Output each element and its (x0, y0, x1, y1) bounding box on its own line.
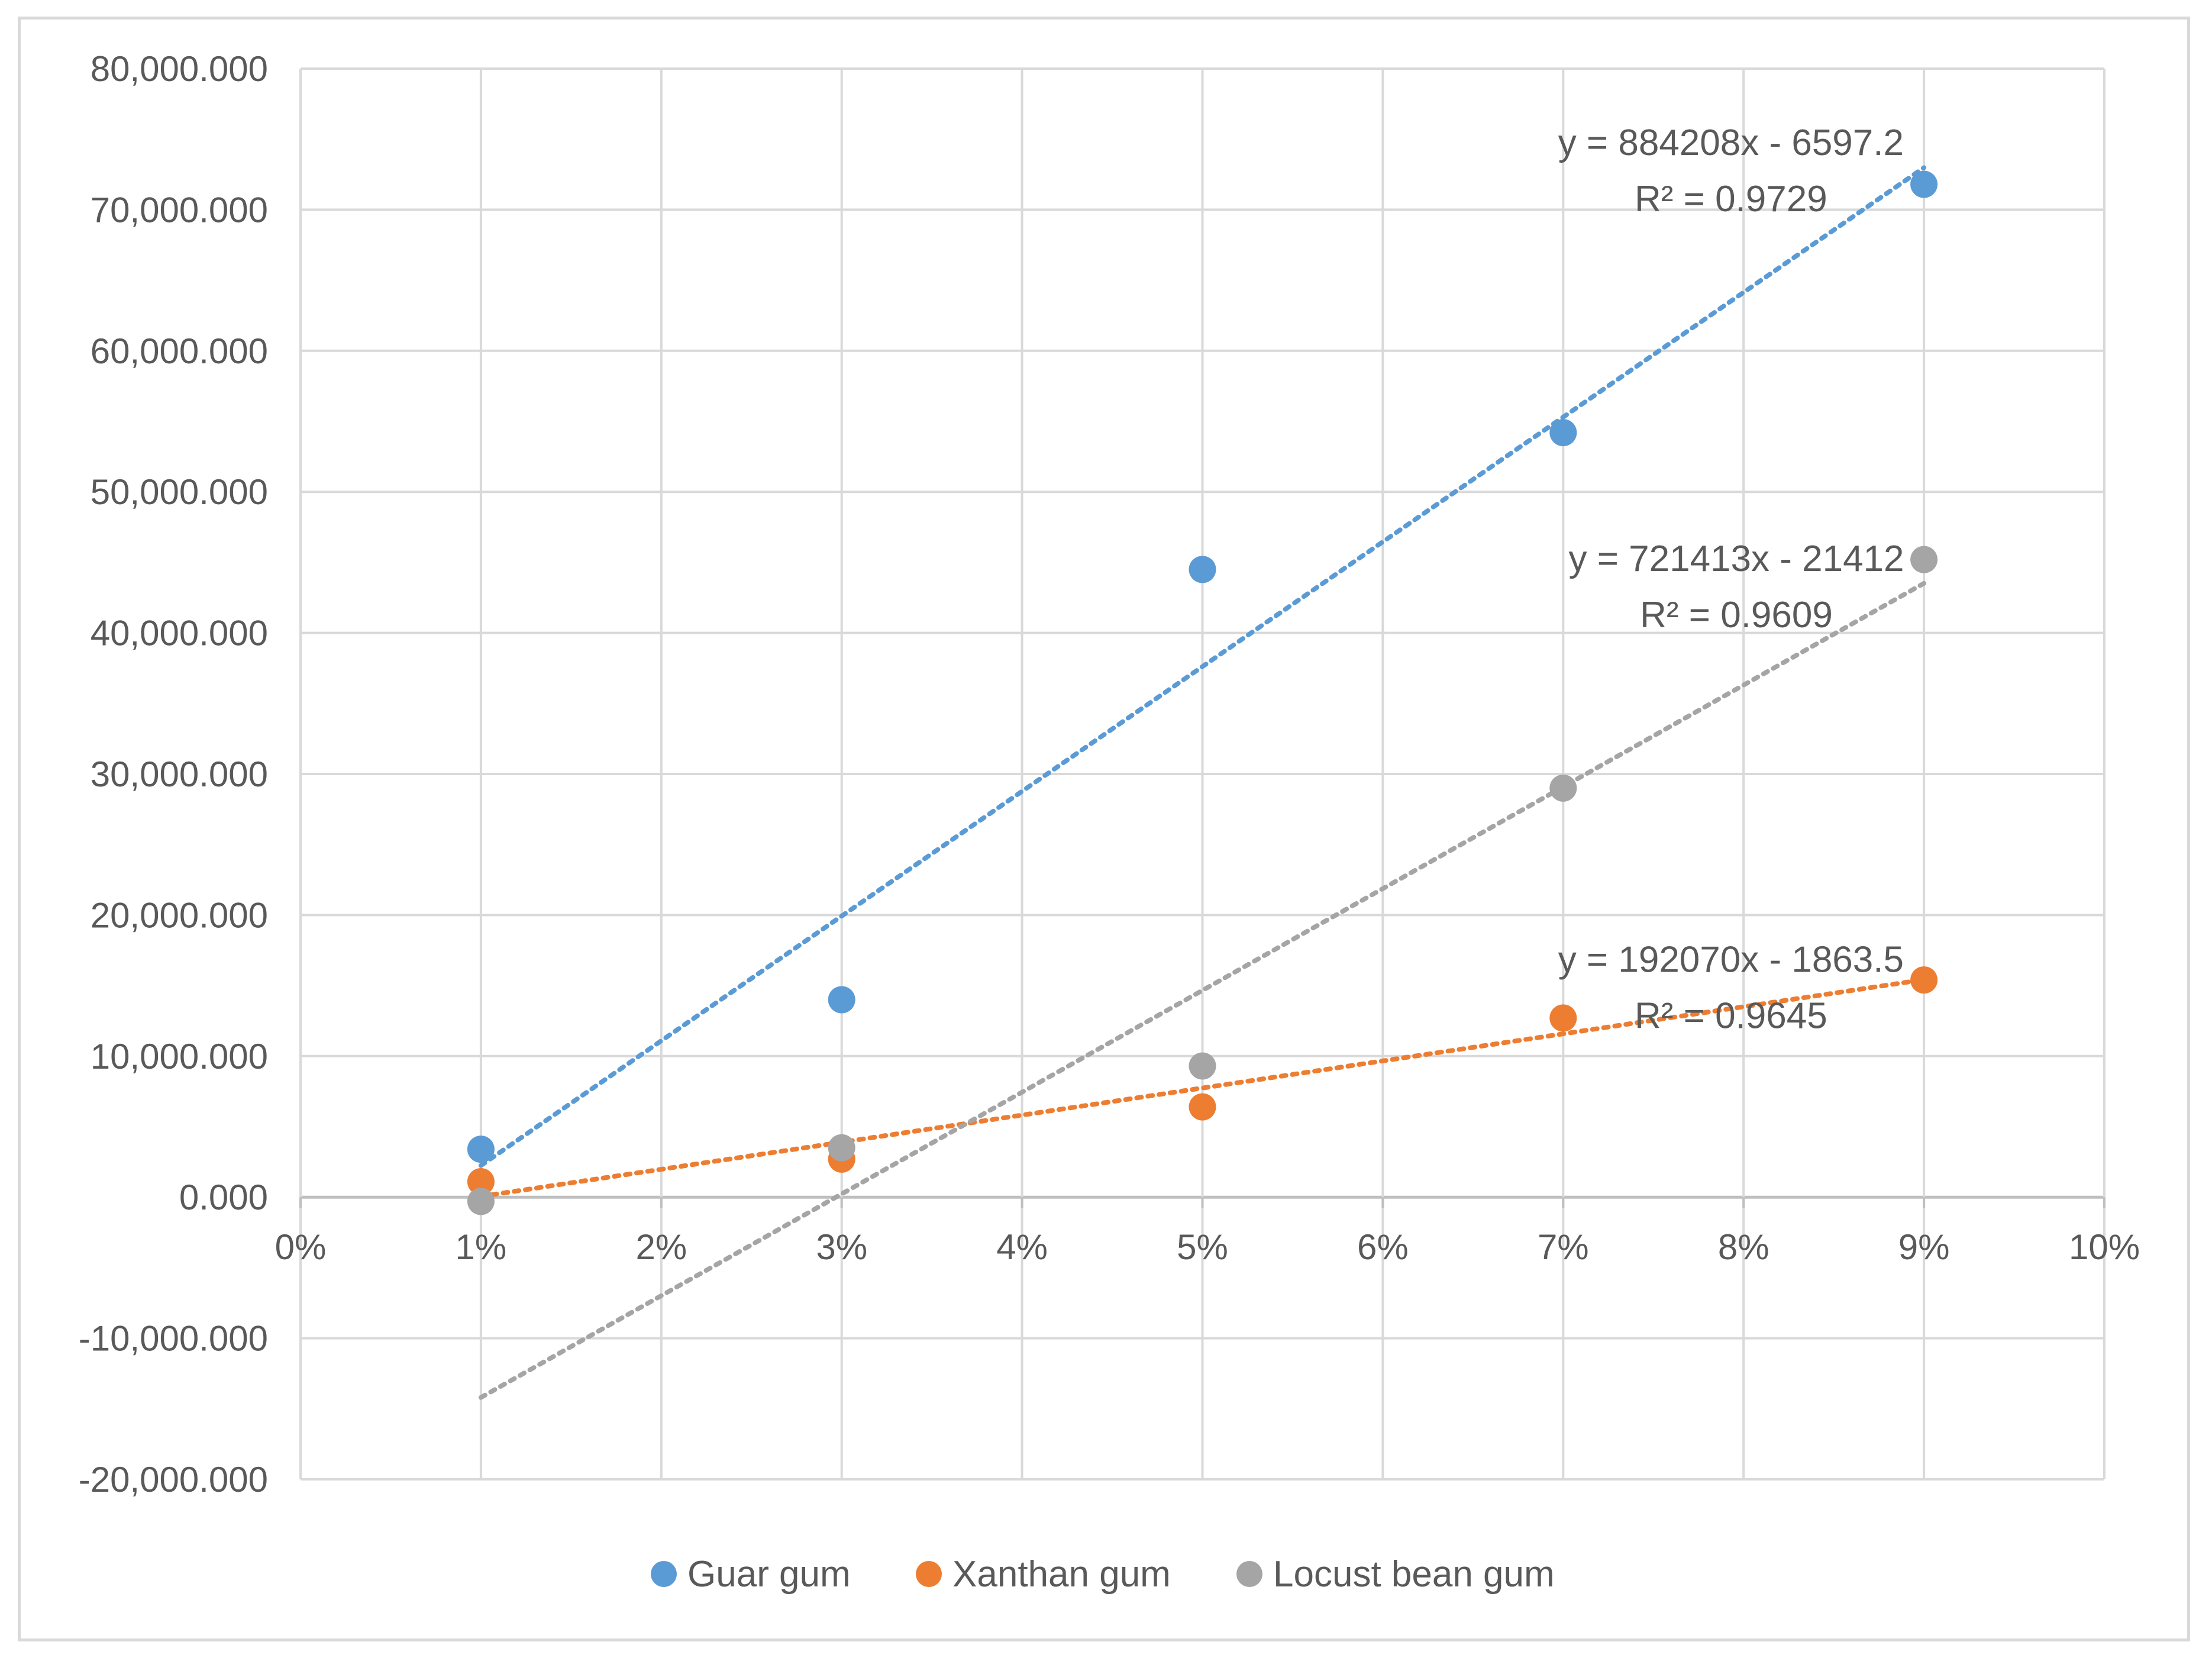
legend-label: Locust bean gum (1273, 1554, 1555, 1595)
x-tick-label: 8% (1718, 1227, 1769, 1267)
y-tick-label: 30,000.000 (91, 754, 268, 794)
x-tick-label: 1% (456, 1227, 507, 1267)
data-point-guar-gum (467, 1136, 495, 1163)
trendline-equation: y = 192070x - 1863.5 (1558, 939, 1904, 980)
y-tick-label: 80,000.000 (91, 49, 268, 89)
y-tick-label: 0.000 (179, 1178, 268, 1217)
legend-marker (651, 1561, 677, 1587)
data-point-locust-bean-gum (467, 1188, 495, 1215)
x-tick-label: 2% (635, 1227, 687, 1267)
x-tick-label: 5% (1177, 1227, 1228, 1267)
data-point-xanthan-gum (1549, 1004, 1577, 1032)
x-tick-label: 7% (1538, 1227, 1589, 1267)
data-point-guar-gum (828, 986, 855, 1014)
legend-marker (916, 1561, 942, 1587)
y-tick-label: 60,000.000 (91, 331, 268, 371)
data-point-guar-gum (1910, 170, 1938, 198)
data-point-guar-gum (1189, 556, 1216, 583)
trendline-xanthan-gum (478, 977, 1927, 1199)
data-point-locust-bean-gum (828, 1134, 855, 1162)
data-point-xanthan-gum (1189, 1093, 1216, 1121)
y-tick-label: 40,000.000 (91, 614, 268, 653)
x-tick-label: 9% (1898, 1227, 1950, 1267)
trendline-r2: R² = 0.9645 (1635, 995, 1827, 1036)
grid-layer: 80,000.000 70,000.000 60,000.000 50,000.000… (79, 49, 2140, 1499)
data-point-locust-bean-gum (1910, 546, 1938, 573)
legend-marker (1236, 1561, 1262, 1587)
point-layer (467, 170, 1938, 1215)
x-tick-label: 0% (275, 1227, 327, 1267)
legend-label: Xanthan gum (952, 1554, 1171, 1595)
x-tick-label: 6% (1357, 1227, 1409, 1267)
label-layer: y = 884208x - 6597.2 R² = 0.9729 y = 19207… (1558, 122, 1904, 1036)
x-tick-label: 3% (816, 1227, 867, 1267)
y-tick-label: 50,000.000 (91, 472, 268, 512)
data-point-xanthan-gum (467, 1167, 495, 1195)
data-point-locust-bean-gum (1189, 1052, 1216, 1080)
data-point-guar-gum (1549, 419, 1577, 447)
y-tick-label: -10,000.000 (79, 1319, 268, 1359)
legend-label: Guar gum (687, 1554, 851, 1595)
x-tick-label: 10% (2069, 1227, 2140, 1267)
trendline-equation: y = 884208x - 6597.2 (1558, 122, 1904, 163)
trendline-guar-gum (478, 165, 1927, 1168)
chart-frame (18, 17, 2190, 1641)
y-tick-label: 20,000.000 (91, 895, 268, 935)
legend: Guar gum Xanthan gum Locust bean gum (651, 1554, 1555, 1595)
x-tick-label: 4% (996, 1227, 1048, 1267)
data-point-locust-bean-gum (1549, 774, 1577, 802)
trendline-r2: R² = 0.9729 (1635, 179, 1827, 220)
trendline-layer (478, 165, 1927, 1400)
trendline-locust-bean-gum (478, 580, 1927, 1400)
y-tick-label: 10,000.000 (91, 1037, 268, 1076)
y-tick-label: 70,000.000 (91, 190, 268, 230)
y-tick-label: -20,000.000 (79, 1460, 268, 1499)
trendline-r2: R² = 0.9609 (1640, 595, 1833, 636)
data-point-xanthan-gum (1910, 966, 1938, 994)
trendline-equation: y = 721413x - 21412 (1568, 538, 1904, 579)
